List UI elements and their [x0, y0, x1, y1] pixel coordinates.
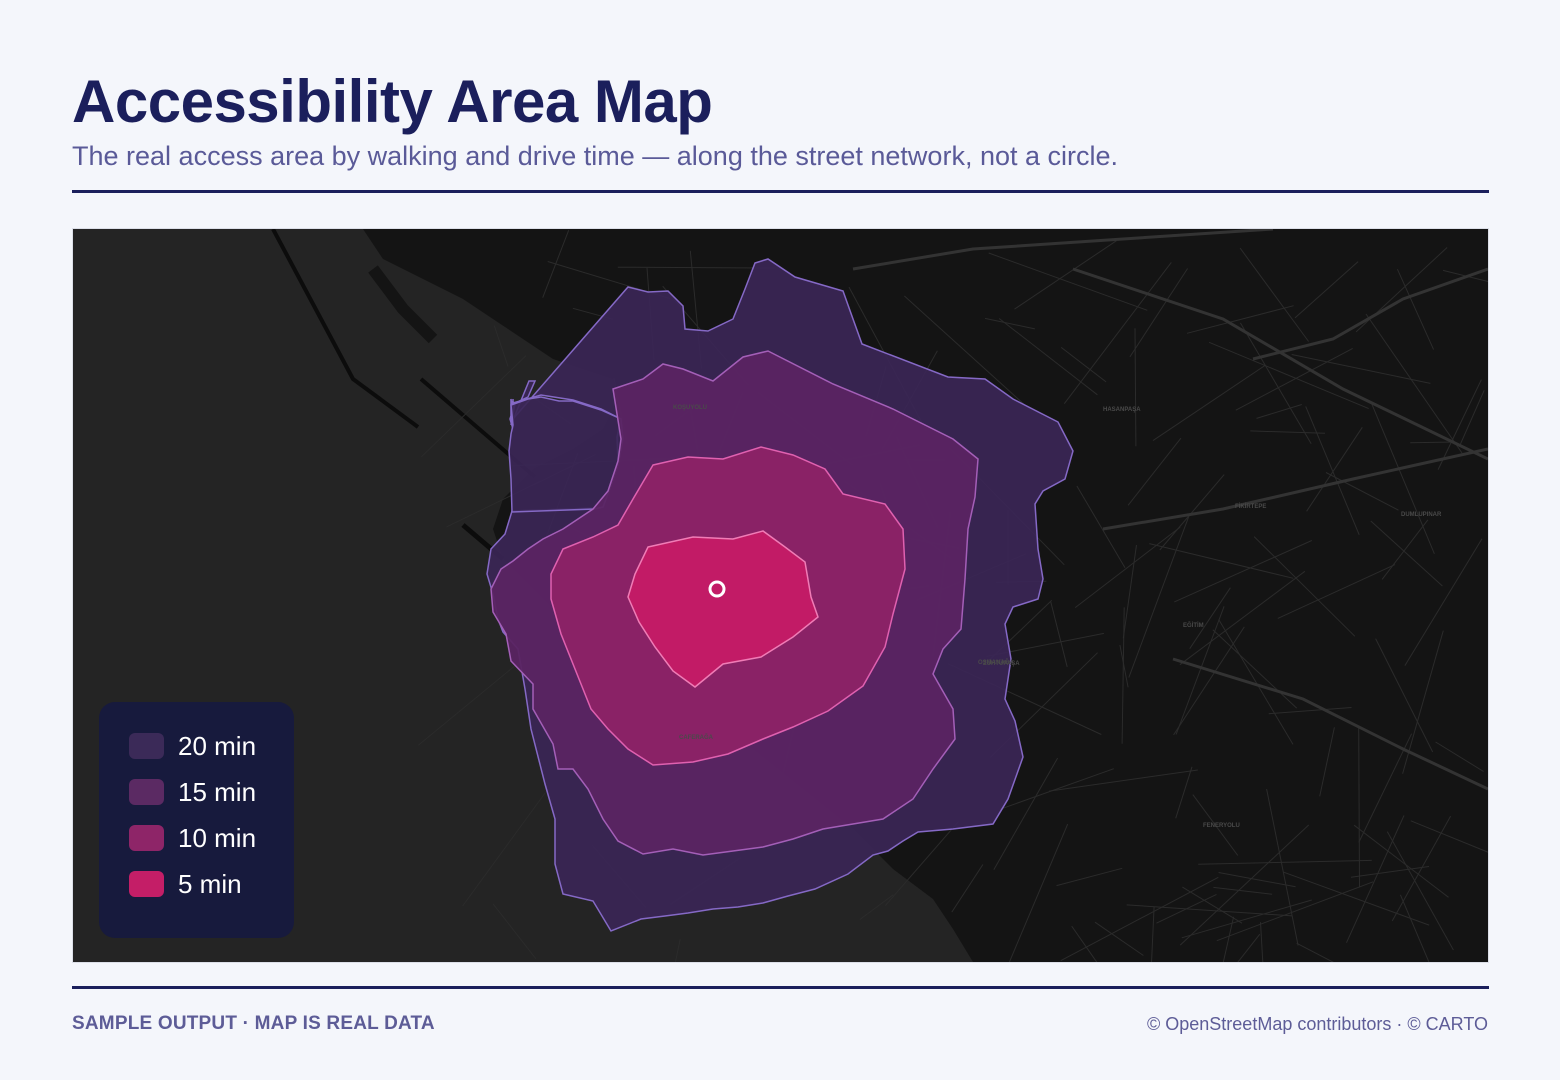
- place-label: OSMANAĞA: [978, 658, 1014, 666]
- legend-swatch-15-min: [129, 779, 164, 805]
- legend-label-20-min: 20 min: [178, 731, 256, 762]
- place-label: FİKİRTEPE: [1235, 503, 1266, 510]
- legend-swatch-20-min: [129, 733, 164, 759]
- legend-label-10-min: 10 min: [178, 823, 256, 854]
- page-title: Accessibility Area Map: [72, 66, 712, 138]
- footer-note: SAMPLE OUTPUT · MAP IS REAL DATA: [72, 1013, 435, 1035]
- legend-item-20-min: 20 min: [129, 728, 256, 764]
- legend-item-10-min: 10 min: [129, 820, 256, 856]
- legend-label-15-min: 15 min: [178, 777, 256, 808]
- place-label: HASANPAŞA: [1103, 407, 1141, 413]
- legend-item-15-min: 15 min: [129, 774, 256, 810]
- place-label: DUMLUPINAR: [1401, 512, 1442, 518]
- place-label: KOŞUYOLU: [673, 405, 707, 411]
- legend-item-5-min: 5 min: [129, 866, 242, 902]
- legend-swatch-10-min: [129, 825, 164, 851]
- header-divider: [72, 190, 1489, 193]
- place-label: CAFERAĞA: [679, 733, 714, 741]
- footer-divider: [72, 986, 1489, 989]
- page-subtitle: The real access area by walking and driv…: [72, 138, 1118, 174]
- map-legend: 20 min 15 min 10 min 5 min: [99, 702, 294, 938]
- map-view[interactable]: HASANPAŞA FİKİRTEPE DUMLUPINAR EĞİTİM ZÜHTÜP…: [72, 228, 1489, 963]
- map-attribution[interactable]: © OpenStreetMap contributors · © CARTO: [1147, 1014, 1488, 1035]
- legend-label-5-min: 5 min: [178, 869, 242, 900]
- legend-swatch-5-min: [129, 871, 164, 897]
- place-label: FENERYOLU: [1203, 823, 1240, 829]
- place-label: EĞİTİM: [1183, 621, 1204, 629]
- street-segment: [1410, 442, 1455, 443]
